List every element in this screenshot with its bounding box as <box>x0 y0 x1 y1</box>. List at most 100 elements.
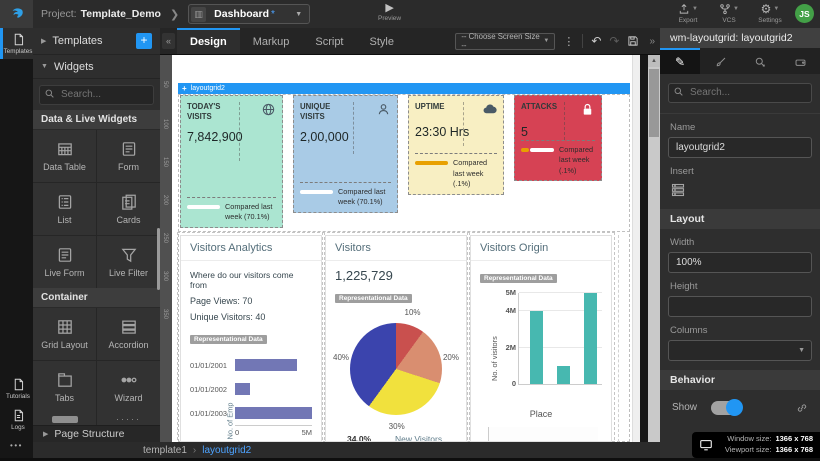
device-icon <box>794 56 807 69</box>
wavemaker-logo[interactable] <box>0 0 33 28</box>
templates-accordion[interactable]: ▶ Templates + <box>33 28 160 55</box>
user-avatar[interactable]: JS <box>795 4 814 23</box>
section-behavior: Behavior <box>660 369 820 390</box>
height-label: Height <box>670 280 698 292</box>
document-icon <box>12 378 25 391</box>
panel-visitors[interactable]: Visitors 1,225,729 Representational Data… <box>322 232 470 442</box>
design-canvas[interactable]: + layoutgrid2 TODAY'S VISITS 7,842,900 C… <box>172 55 640 442</box>
widget-tiles-partial: ····· <box>33 412 160 425</box>
breadcrumb-template1[interactable]: template1 <box>143 444 187 456</box>
page-structure-accordion[interactable]: ▶ Page Structure <box>33 424 160 442</box>
widgets-panel: ▶ Templates + ▼ Widgets Data & Live Widg… <box>33 28 160 442</box>
name-label: Name <box>670 121 696 133</box>
screen-size-dropdown[interactable]: -- Choose Screen Size -- ▼ <box>455 32 556 50</box>
settings-button[interactable]: ⚙ ▼ Settings <box>758 1 782 25</box>
scrollbar-thumb[interactable] <box>649 69 659 137</box>
tab-styles[interactable] <box>700 48 740 74</box>
more-options-button[interactable]: ⋮ <box>563 35 575 48</box>
left-rail: Templates Tutorials Logs ••• <box>0 28 33 458</box>
search-icon <box>673 86 684 97</box>
columns-label: Columns <box>670 324 708 336</box>
columns-select[interactable]: ▼ <box>668 339 812 361</box>
filter-icon <box>120 246 138 264</box>
save-button[interactable] <box>627 35 639 47</box>
insert-row-icon[interactable] <box>670 182 820 198</box>
collapse-left-panel-button[interactable]: « <box>162 33 175 49</box>
width-input[interactable] <box>668 251 812 273</box>
height-input[interactable] <box>668 295 812 317</box>
add-template-button[interactable]: + <box>136 33 152 49</box>
widget-tile-accordion[interactable]: Accordion <box>97 307 160 360</box>
tab-device-preview[interactable] <box>780 48 820 74</box>
panel-scrollbar[interactable] <box>157 228 160 290</box>
vertical-ruler: 50 100 150 200 250 300 350 <box>160 55 172 442</box>
sidebar-item-templates[interactable]: Templates <box>0 28 33 59</box>
size-overlay: Window size: 1366 x 768 Viewport size: 136… <box>692 432 820 458</box>
page-icon: ▥ <box>191 6 207 22</box>
page-selector-dropdown[interactable]: ▥ Dashboard * ▼ <box>188 4 311 24</box>
selected-widget-bar[interactable]: + layoutgrid2 <box>178 83 630 94</box>
tab-script[interactable]: Script <box>315 36 344 48</box>
widget-tile-data-table[interactable]: Data Table <box>33 129 96 182</box>
widget-tile-live-filter[interactable]: Live Filter <box>97 235 160 288</box>
origin-bar <box>530 311 543 384</box>
stat-card-todays-visits[interactable]: TODAY'S VISITS 7,842,900 Compared last w… <box>180 95 283 228</box>
monitor-icon <box>699 438 713 452</box>
tab-inspect[interactable] <box>740 48 780 74</box>
widget-tile-live-form[interactable]: Live Form <box>33 235 96 288</box>
stat-card-unique-visits[interactable]: UNIQUE VISITS 2,00,000 Compared last wee… <box>293 95 398 213</box>
logo-icon <box>12 8 23 18</box>
show-toggle[interactable] <box>711 398 744 416</box>
sidebar-item-logs[interactable]: Logs <box>0 404 33 435</box>
breadcrumb-layoutgrid2[interactable]: layoutgrid2 <box>202 444 252 456</box>
redo-button[interactable]: ↷ <box>609 34 620 48</box>
widget-tile-grid-layout[interactable]: Grid Layout <box>33 307 96 360</box>
show-label: Show <box>672 402 698 413</box>
canvas-scrollbar[interactable]: ▲ <box>648 55 660 442</box>
tab-design[interactable]: Design <box>177 28 240 54</box>
analytics-bar-row: 01/01/2003 <box>190 401 312 425</box>
more-menu-button[interactable]: ••• <box>10 441 23 450</box>
progress-bar <box>187 204 220 209</box>
tab-markup[interactable]: Markup <box>252 36 290 48</box>
tab-style[interactable]: Style <box>369 36 394 48</box>
stat-cards-row: TODAY'S VISITS 7,842,900 Compared last w… <box>180 95 632 228</box>
panel-title: Visitors Origin <box>471 236 611 261</box>
tab-properties[interactable]: ✎ <box>660 48 700 74</box>
representational-data-badge: Representational Data <box>190 335 267 344</box>
chevron-right-icon: ▶ <box>43 431 49 438</box>
widget-tile-cards[interactable]: Cards <box>97 182 160 235</box>
widget-tile-form[interactable]: Form <box>97 129 160 182</box>
vcs-button[interactable]: ▼ VCS <box>713 1 745 24</box>
widget-search-input[interactable] <box>39 84 154 105</box>
section-header-data-live: Data & Live Widgets <box>33 109 160 130</box>
analytics-bar-row: 01/01/2002 <box>190 377 312 401</box>
export-button[interactable]: ▼ Export <box>672 1 704 24</box>
collapse-right-panel-button[interactable]: » <box>649 35 655 47</box>
panel-visitors-analytics[interactable]: Visitors Analytics Where do our visitors… <box>177 232 325 442</box>
scroll-up-arrow[interactable]: ▲ <box>648 55 660 67</box>
properties-panel: wm-layoutgrid: layoutgrid2 ✎ Name Insert… <box>660 28 820 458</box>
export-icon <box>678 3 690 15</box>
properties-search-input[interactable] <box>668 82 812 103</box>
undo-button[interactable]: ↶ <box>591 34 602 48</box>
chevron-right-icon: ▶ <box>41 38 47 45</box>
widget-tile-wizard[interactable]: Wizard <box>97 360 160 413</box>
name-input[interactable] <box>668 136 812 158</box>
stat-card-attacks[interactable]: ATTACKS 5 Compared last week (.1%) <box>514 95 602 181</box>
widgets-accordion[interactable]: ▼ Widgets <box>33 55 160 79</box>
move-icon: + <box>182 84 187 93</box>
search-icon <box>44 88 55 99</box>
cards-icon <box>120 193 138 211</box>
bind-property-icon[interactable] <box>796 402 808 414</box>
chevron-down-icon: ▼ <box>733 5 739 12</box>
rail-spacer <box>0 59 33 373</box>
preview-button[interactable]: ▶ Preview <box>378 2 402 23</box>
sidebar-item-tutorials[interactable]: Tutorials <box>0 373 33 404</box>
gear-icon: ⚙ <box>760 1 772 16</box>
stat-card-uptime[interactable]: UPTIME 23:30 Hrs Compared last week (.1%… <box>408 95 504 195</box>
widget-tile-list[interactable]: List <box>33 182 96 235</box>
widget-tile-tabs[interactable]: Tabs <box>33 360 96 413</box>
columns-input[interactable] <box>668 339 812 361</box>
